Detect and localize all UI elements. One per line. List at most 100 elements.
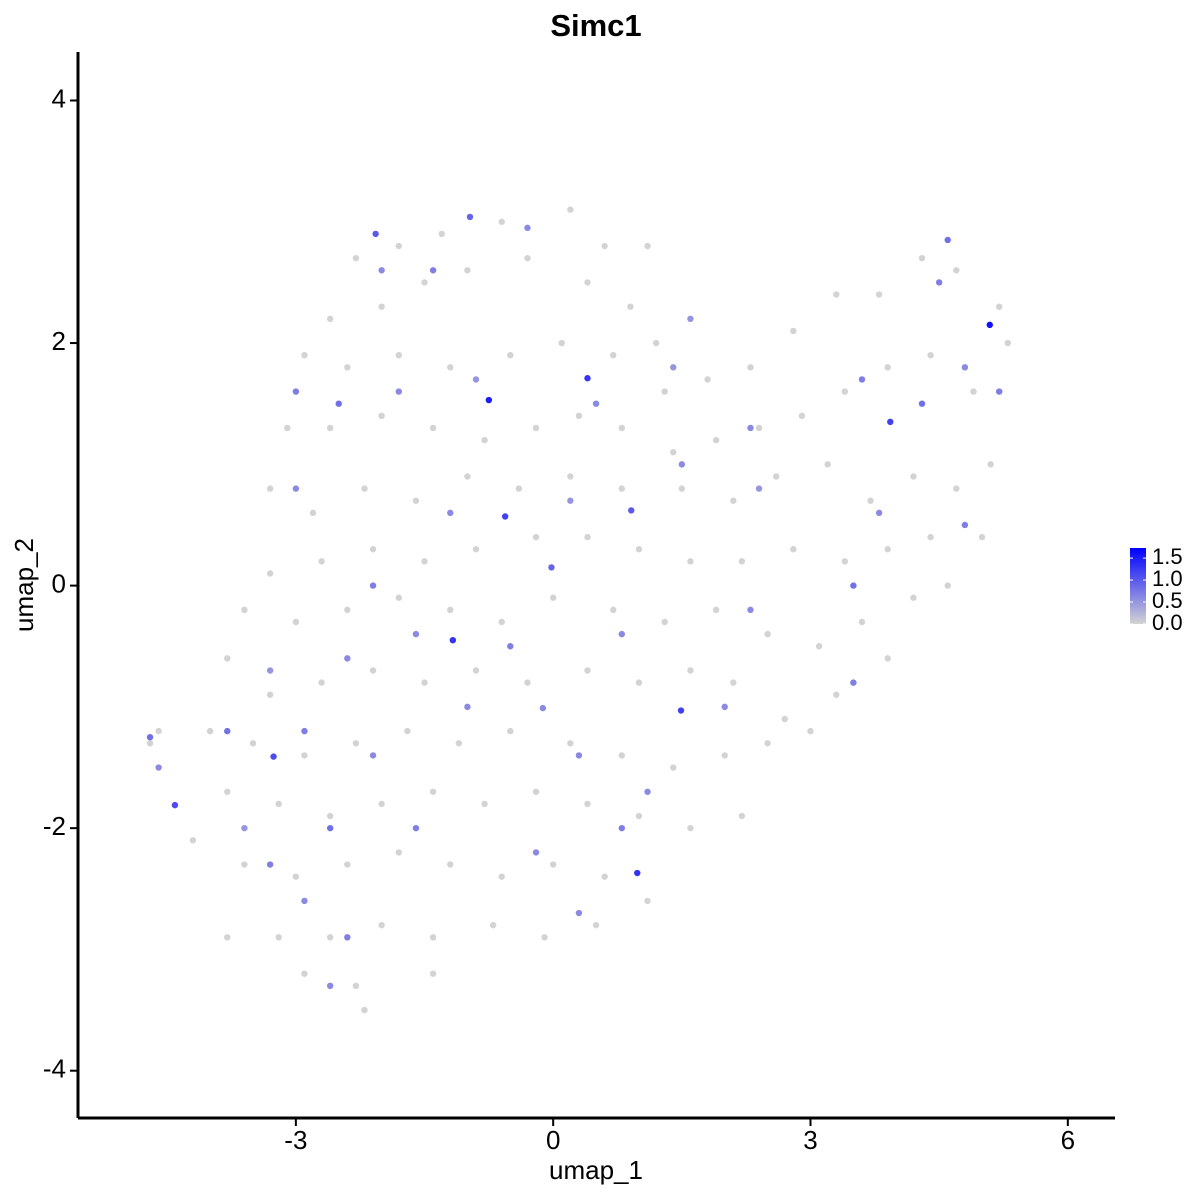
point (395, 351, 402, 359)
point (634, 869, 641, 877)
point (449, 636, 457, 644)
point (249, 740, 257, 747)
point (447, 861, 454, 868)
point (687, 558, 694, 565)
point (996, 303, 1003, 310)
point (927, 351, 934, 359)
point (790, 546, 797, 553)
point (790, 327, 797, 335)
point (344, 364, 351, 371)
point (644, 897, 651, 905)
point (850, 582, 857, 589)
point (498, 218, 505, 225)
point (687, 315, 694, 323)
point (677, 707, 685, 714)
point (421, 279, 428, 286)
point (532, 849, 540, 856)
point (687, 667, 694, 674)
point (404, 727, 411, 735)
x-tick-label: 0 (546, 1125, 560, 1155)
point (412, 630, 420, 638)
point (567, 497, 574, 504)
point (567, 740, 574, 747)
point (532, 424, 540, 432)
point (833, 691, 840, 698)
point (678, 485, 686, 492)
point (635, 679, 643, 686)
point (472, 667, 480, 674)
point (541, 934, 548, 941)
point (155, 764, 162, 771)
point (429, 424, 437, 432)
point (501, 513, 509, 520)
point (429, 788, 437, 795)
point (678, 461, 686, 468)
point (301, 727, 308, 735)
point (548, 564, 555, 571)
point (369, 667, 377, 674)
point (644, 788, 651, 795)
point (241, 824, 248, 832)
point (189, 837, 197, 844)
point (539, 704, 547, 712)
point (292, 873, 300, 880)
point (352, 254, 360, 262)
point (987, 461, 994, 468)
point (378, 412, 385, 420)
point (833, 291, 840, 298)
point (841, 388, 849, 395)
point (841, 558, 849, 565)
point (910, 594, 917, 601)
point (875, 291, 883, 298)
point (635, 546, 643, 553)
point (507, 643, 514, 650)
point (738, 558, 746, 565)
point (270, 753, 277, 760)
point (524, 679, 531, 686)
x-tick-label: -3 (284, 1125, 307, 1155)
point (1004, 339, 1011, 347)
point (584, 375, 591, 382)
point (412, 497, 420, 504)
point (927, 533, 934, 541)
point (361, 1006, 368, 1014)
point (472, 376, 480, 383)
point (241, 606, 248, 614)
point (464, 267, 471, 274)
point (807, 727, 814, 735)
point (712, 436, 720, 444)
point (918, 254, 926, 262)
point (515, 485, 523, 492)
point (584, 667, 591, 674)
point (721, 703, 728, 711)
point (875, 509, 883, 517)
point (781, 715, 788, 723)
point (395, 242, 402, 250)
point (986, 321, 993, 329)
colorbar-label: 1.0 (1152, 566, 1183, 591)
point (704, 376, 711, 383)
point (369, 546, 377, 553)
colorbar-label: 0.0 (1152, 610, 1183, 635)
point (524, 254, 531, 262)
point (344, 606, 351, 614)
point (887, 418, 894, 426)
point (592, 921, 600, 929)
point (395, 594, 402, 601)
point (275, 800, 282, 808)
point (292, 485, 300, 492)
point (935, 279, 943, 286)
point (567, 473, 574, 480)
point (284, 424, 291, 432)
point (292, 618, 300, 626)
point (884, 364, 891, 371)
point (730, 497, 737, 504)
point (747, 364, 754, 371)
point (309, 509, 317, 517)
point (326, 315, 334, 323)
point (318, 679, 325, 686)
point (429, 267, 437, 274)
point (395, 849, 402, 856)
colorbar-label: 1.5 (1152, 544, 1183, 569)
point (549, 861, 557, 868)
